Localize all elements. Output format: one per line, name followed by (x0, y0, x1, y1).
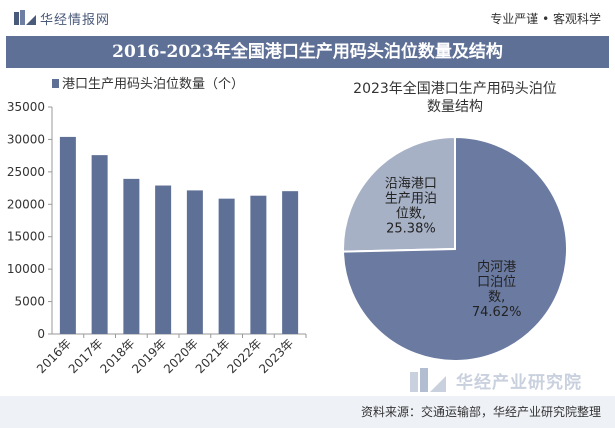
x-tick-label: 2016年 (34, 336, 74, 376)
y-tick-label: 20000 (7, 197, 45, 211)
pie-slice-label: 74.62% (472, 305, 522, 320)
bar (91, 155, 108, 334)
y-tick-label: 15000 (7, 230, 45, 244)
chart-area: 港口生产用码头泊位数量（个） 0 5000 10000 15000 20000 25000 3… (7, 77, 568, 376)
watermark-logo-icon (410, 368, 446, 392)
x-tick-label: 2023年 (256, 336, 296, 376)
y-tick-label: 0 (37, 327, 45, 341)
pie-slice-label: 口泊位 (477, 275, 516, 290)
bar (186, 190, 203, 334)
bar (282, 191, 299, 334)
pie-title: 数量结构 (427, 99, 483, 115)
top-bar: 华经情报网 专业严谨 • 客观科学 (0, 0, 615, 36)
brand-logo-icon (14, 10, 36, 25)
slogan: 专业严谨 • 客观科学 (490, 12, 601, 26)
x-tick-label: 2021年 (193, 336, 233, 376)
legend-label: 港口生产用码头泊位数量（个） (62, 77, 244, 92)
y-tick-label: 10000 (7, 262, 45, 276)
y-tick-label: 30000 (7, 132, 45, 146)
pie-slice-label: 数, (488, 290, 505, 305)
pie-slice-label: 25.38% (386, 221, 436, 236)
watermark-text: 华经产业研究院 (456, 373, 582, 393)
title-band: 2016-2023年全国港口生产用码头泊位数量及结构 (6, 36, 609, 68)
pie-slice-label: 沿海港口 (385, 176, 437, 191)
y-tick-label: 5000 (14, 295, 45, 309)
pie-title: 2023年全国港口生产用码头泊位 (353, 80, 557, 97)
bar (155, 185, 172, 334)
pie-slice-label: 位数, (396, 206, 426, 221)
y-tick-label: 25000 (7, 165, 45, 179)
source-note: 资料来源：交通运输部，华经产业研究院整理 (360, 405, 601, 419)
footer: 资料来源：交通运输部，华经产业研究院整理 (0, 396, 615, 428)
x-tick-label: 2020年 (161, 336, 201, 376)
bar (123, 178, 140, 334)
bar (250, 195, 267, 334)
bar (218, 198, 235, 334)
x-tick-label: 2019年 (129, 336, 169, 376)
bar (59, 136, 76, 334)
watermark-logo (408, 366, 608, 394)
pie-slice-label: 内河港 (477, 259, 516, 275)
x-tick-label: 2018年 (98, 336, 138, 376)
chart-title: 2016-2023年全国港口生产用码头泊位数量及结构 (112, 42, 503, 62)
y-tick-label: 35000 (7, 100, 45, 114)
x-tick-label: 2017年 (66, 336, 106, 376)
pie-slice (342, 135, 568, 362)
brand-name: 华经情报网 (40, 13, 111, 28)
legend-swatch (52, 79, 59, 88)
x-tick-label: 2022年 (225, 336, 265, 376)
pie-slice-label: 生产用泊 (385, 191, 437, 206)
pie-slice (342, 135, 456, 253)
